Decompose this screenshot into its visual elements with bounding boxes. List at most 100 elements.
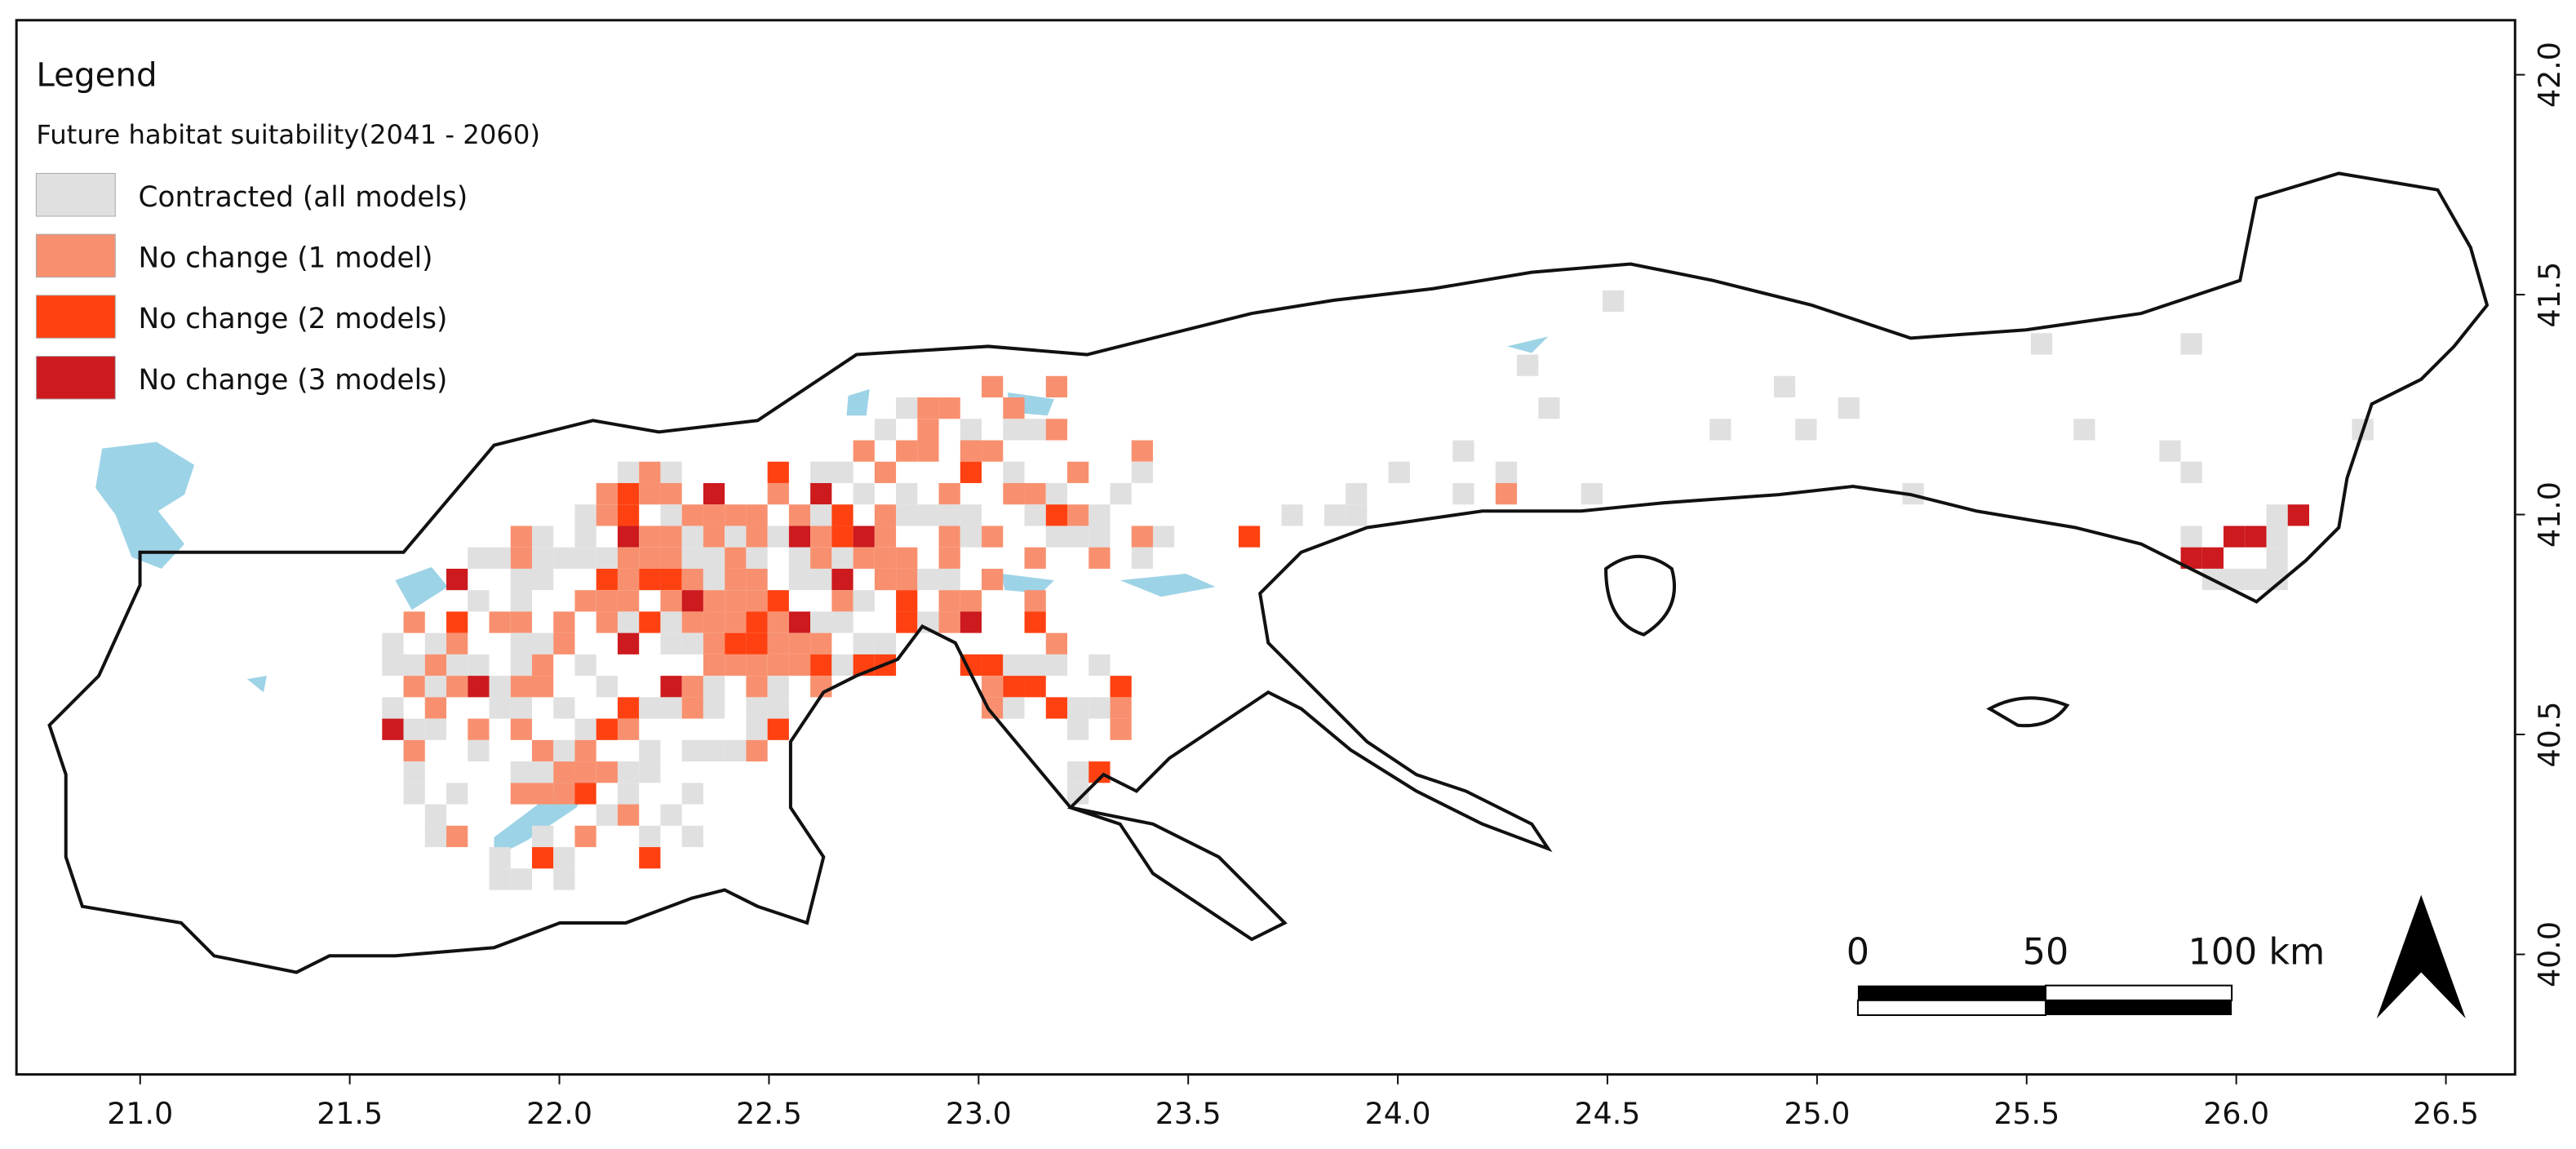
raster-cell [1045,375,1068,398]
raster-cell [1045,482,1068,505]
raster-cell [982,676,1004,698]
raster-cell [1346,482,1368,505]
raster-cell [767,526,789,548]
raster-cell [703,504,725,526]
raster-cell [960,461,982,483]
raster-cell [660,568,682,591]
raster-cell [1024,547,1046,569]
raster-cell [938,482,960,505]
raster-cell [767,461,789,483]
legend-swatch [35,295,116,339]
legend: Legend Future habitat suitability(2041 -… [35,56,540,400]
raster-cell [896,590,918,612]
raster-cell [403,654,425,677]
raster-cell [874,568,897,591]
raster-cell [382,718,404,740]
raster-cell [1088,697,1111,719]
raster-cell [531,825,554,848]
raster-cell [1067,761,1089,783]
raster-cell [681,676,703,698]
raster-cell [917,419,939,441]
raster-cell [681,611,703,633]
raster-cell [574,654,596,677]
raster-cell [746,504,768,526]
raster-cell [553,783,575,805]
raster-cell [510,526,532,548]
raster-cell [531,632,554,654]
raster-cell [746,718,768,740]
raster-cell [1388,461,1410,483]
y-tick-label: 41.0 [2532,481,2567,548]
raster-cell [1045,419,1068,441]
raster-cell [660,697,682,719]
raster-cell [853,526,875,548]
raster-cell [788,547,811,569]
raster-cell [2266,504,2288,526]
raster-cell [1045,654,1068,677]
raster-cell [982,440,1004,462]
raster-cell [553,697,575,719]
raster-cell [424,825,447,848]
raster-cell [489,847,511,869]
raster-cell [810,611,832,633]
raster-cell [574,718,596,740]
raster-cell [1088,526,1111,548]
raster-cell [982,375,1004,398]
raster-cell [510,697,532,719]
lake [1001,573,1054,594]
raster-cell [831,654,853,677]
raster-cell [531,676,554,698]
raster-cell [896,397,918,419]
raster-cell [382,697,404,719]
borders [47,171,2490,974]
raster-cell [1024,419,1046,441]
raster-cell [681,547,703,569]
raster-cell [788,654,811,677]
raster-cell [1003,697,1025,719]
raster-cell [639,761,661,783]
raster-cell [1024,676,1046,698]
raster-cell [403,676,425,698]
raster-cell [810,461,832,483]
raster-cell [788,632,811,654]
y-tick-label: 40.5 [2532,702,2567,768]
raster-cell [874,504,897,526]
raster-cell [424,654,447,677]
raster-cell [1152,526,1175,548]
raster-cell [1281,504,1303,526]
raster-cell [510,676,532,698]
raster-cell [574,739,596,762]
raster-cell [746,632,768,654]
raster-cell [510,718,532,740]
raster-cell [703,547,725,569]
raster-cell [810,654,832,677]
raster-cell [938,504,960,526]
raster-cell [596,590,618,612]
raster-cell [746,526,768,548]
raster-cell [510,611,532,633]
raster-cell [446,611,468,633]
raster-cell [1045,632,1068,654]
x-tick-label: 24.5 [1575,1096,1641,1131]
raster-cell [510,654,532,677]
raster-cell [1067,697,1089,719]
raster-cell [403,718,425,740]
raster-cell [553,632,575,654]
raster-cell [831,461,853,483]
raster-cell [788,526,811,548]
raster-cell [660,632,682,654]
raster-cell [917,568,939,591]
raster-cell [788,611,811,633]
legend-swatch [35,172,116,217]
raster-cell [553,611,575,633]
raster-cell [1045,526,1068,548]
raster-cell [896,547,918,569]
raster-cell [831,611,853,633]
raster-cell [960,590,982,612]
lake [246,676,268,693]
legend-swatch [35,356,116,400]
scale-label: 100 km [2188,931,2325,973]
raster-cell [960,440,982,462]
raster-cell [1024,504,1046,526]
raster-cells [382,290,2374,890]
